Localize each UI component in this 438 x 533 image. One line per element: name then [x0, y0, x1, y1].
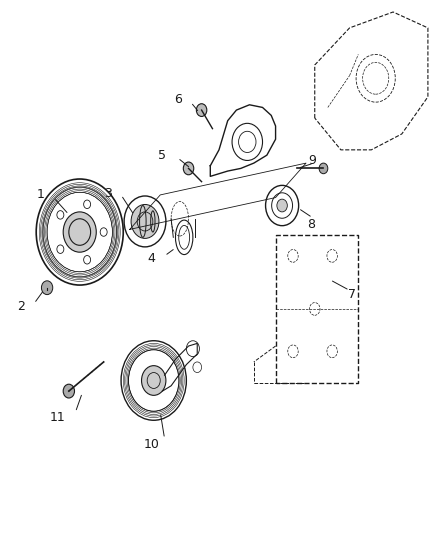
Circle shape	[42, 281, 53, 295]
Text: 7: 7	[348, 288, 356, 301]
Text: 4: 4	[148, 252, 155, 265]
Circle shape	[196, 104, 207, 116]
Text: 2: 2	[17, 300, 25, 313]
Text: 10: 10	[144, 438, 159, 450]
Circle shape	[277, 199, 287, 212]
Text: 1: 1	[37, 189, 45, 201]
Circle shape	[63, 212, 96, 252]
Text: 6: 6	[174, 93, 182, 106]
Text: 8: 8	[307, 217, 315, 231]
Circle shape	[319, 163, 328, 174]
Text: 3: 3	[104, 187, 112, 200]
Circle shape	[141, 366, 166, 395]
Circle shape	[63, 384, 74, 398]
Text: 9: 9	[309, 154, 317, 167]
Circle shape	[131, 205, 159, 238]
Circle shape	[184, 162, 194, 175]
Text: 11: 11	[50, 411, 66, 424]
Text: 5: 5	[159, 149, 166, 161]
